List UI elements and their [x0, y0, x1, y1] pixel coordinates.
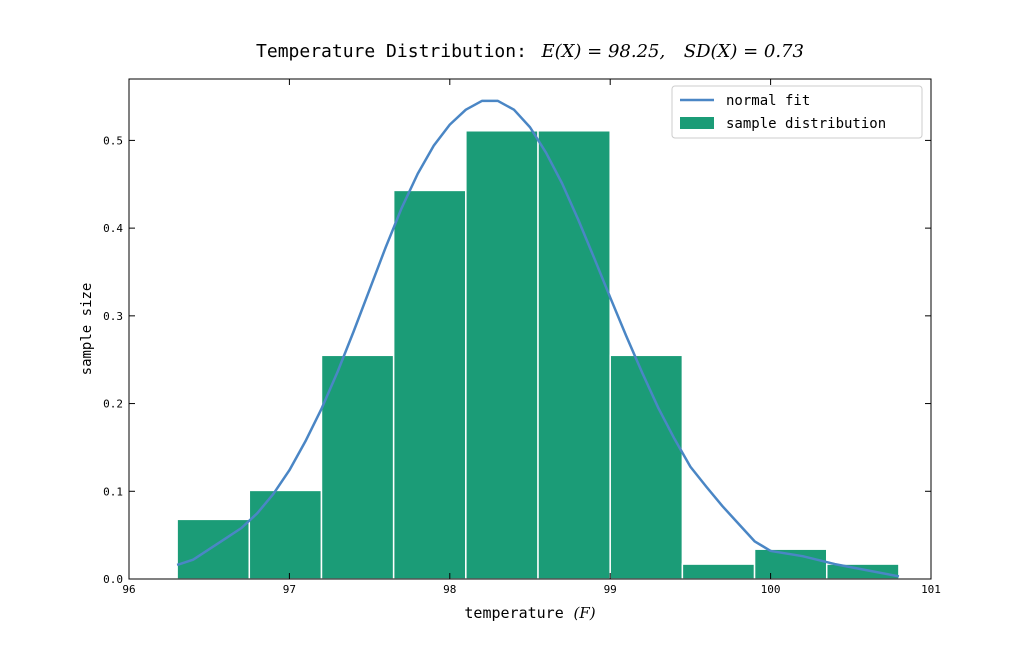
- x-axis-label-text: temperature: [464, 604, 563, 622]
- plot-frame: [128, 78, 932, 580]
- legend: normal fit sample distribution: [671, 85, 923, 139]
- legend-bar-swatch: [680, 117, 714, 129]
- legend-box: [671, 85, 923, 139]
- y-tick-label: 0.4: [103, 222, 123, 235]
- x-tick-label: 98: [443, 583, 456, 596]
- axis-ticks: 96 97 98 99 100 101 0.0 0.1 0.2 0.3 0.4 0.5: [103, 79, 941, 596]
- y-tick-label: 0.0: [103, 573, 123, 586]
- chart-title-text: Temperature Distribution:: [256, 41, 527, 62]
- histogram-bar: [465, 130, 539, 580]
- legend-label-sample-distribution: sample distribution: [726, 116, 886, 132]
- x-tick-label: 100: [761, 583, 781, 596]
- histogram-bar: [825, 563, 900, 580]
- y-tick-label: 0.5: [103, 134, 123, 147]
- histogram-bar: [609, 354, 684, 580]
- histogram-bars: [176, 130, 900, 580]
- x-tick-label: 99: [604, 583, 617, 596]
- y-tick-label: 0.2: [103, 398, 123, 411]
- histogram-bar: [392, 189, 467, 580]
- histogram-bar: [320, 354, 395, 580]
- y-tick-label: 0.3: [103, 310, 123, 323]
- x-tick-label: 96: [122, 583, 135, 596]
- legend-label-normal-fit: normal fit: [726, 93, 810, 109]
- y-tick-label: 0.1: [103, 485, 123, 498]
- normal-fit-line: [176, 99, 900, 578]
- x-tick-label: 97: [283, 583, 296, 596]
- x-tick-label: 101: [921, 583, 941, 596]
- y-axis-label: sample size: [79, 283, 95, 376]
- histogram-bar: [176, 518, 251, 580]
- chart-title: Temperature Distribution: E(X) = 98.25, …: [256, 41, 804, 62]
- histogram-bar: [681, 563, 756, 580]
- chart-title-sd: SD(X) = 0.73: [684, 41, 804, 62]
- histogram-bar: [537, 130, 611, 580]
- x-axis-label: temperature (F): [464, 604, 595, 622]
- chart-title-mean: E(X) = 98.25,: [540, 41, 665, 62]
- x-axis-label-unit: (F): [573, 604, 595, 622]
- histogram-bar: [248, 489, 323, 580]
